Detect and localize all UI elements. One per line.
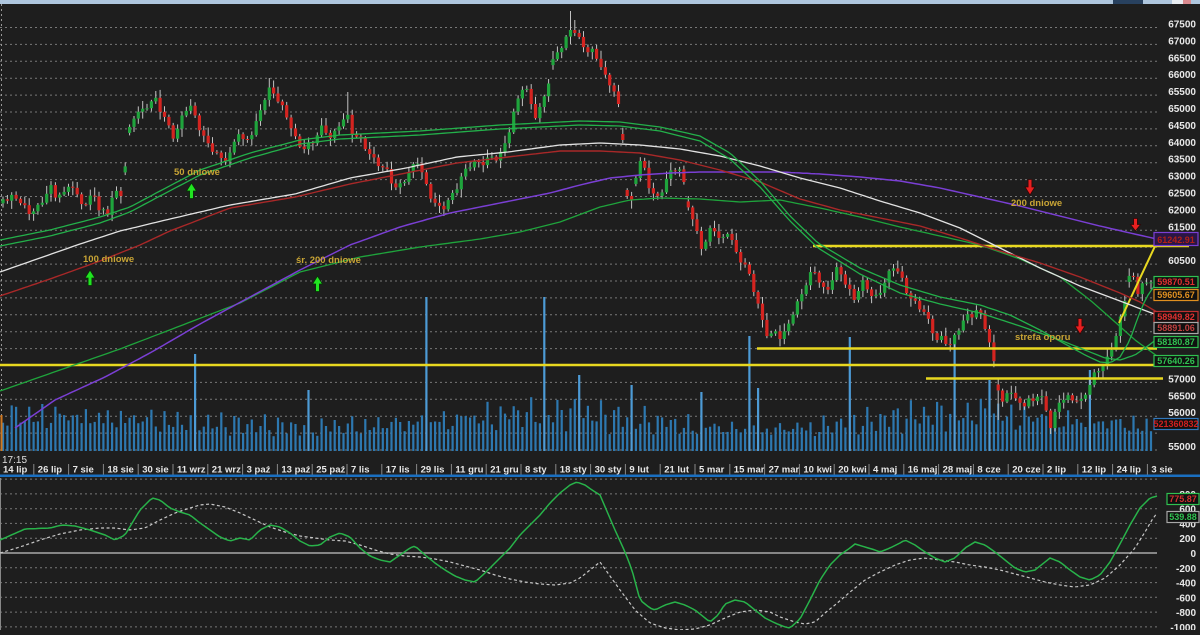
svg-text:28 maj: 28 maj — [943, 465, 973, 476]
svg-text:16 maj: 16 maj — [908, 465, 938, 476]
svg-text:64500: 64500 — [1168, 121, 1196, 132]
svg-text:18 sie: 18 sie — [107, 465, 133, 476]
svg-text:61242.91: 61242.91 — [1157, 235, 1195, 245]
svg-text:7 sie: 7 sie — [73, 465, 94, 476]
svg-text:18 sty: 18 sty — [560, 465, 588, 476]
svg-text:11 gru: 11 gru — [455, 465, 483, 476]
svg-text:20 cze: 20 cze — [1012, 465, 1041, 476]
svg-text:8 cze: 8 cze — [977, 465, 1000, 476]
svg-text:56500: 56500 — [1168, 391, 1196, 402]
svg-text:10 kwi: 10 kwi — [803, 465, 832, 476]
svg-text:0: 0 — [1190, 549, 1196, 560]
svg-text:100 dniowe: 100 dniowe — [83, 254, 134, 265]
svg-text:50 dniowe: 50 dniowe — [174, 167, 220, 178]
svg-text:25 paź: 25 paź — [316, 465, 345, 476]
svg-text:2 lip: 2 lip — [1047, 465, 1066, 476]
svg-text:11 wrz: 11 wrz — [177, 465, 206, 476]
svg-text:-400: -400 — [1176, 579, 1196, 590]
svg-text:67000: 67000 — [1168, 36, 1196, 47]
svg-text:21 lut: 21 lut — [664, 465, 690, 476]
svg-text:63500: 63500 — [1168, 155, 1196, 166]
svg-text:8 sty: 8 sty — [525, 465, 547, 476]
svg-text:58891.06: 58891.06 — [1157, 323, 1195, 333]
svg-text:13 paź: 13 paź — [281, 465, 310, 476]
svg-text:26 lip: 26 lip — [38, 465, 62, 476]
svg-text:56000: 56000 — [1168, 408, 1196, 419]
svg-text:200 dniowe: 200 dniowe — [1011, 198, 1062, 209]
svg-text:15 mar: 15 mar — [734, 465, 765, 476]
svg-text:27 mar: 27 mar — [769, 465, 800, 476]
svg-text:-600: -600 — [1176, 593, 1196, 604]
svg-text:58949.82: 58949.82 — [1157, 312, 1195, 322]
svg-text:775.87: 775.87 — [1169, 494, 1197, 504]
svg-text:-200: -200 — [1176, 564, 1196, 575]
svg-text:58180.87: 58180.87 — [1157, 337, 1195, 347]
svg-text:24 lip: 24 lip — [1117, 465, 1141, 476]
svg-text:539.88: 539.88 — [1169, 512, 1197, 522]
svg-text:20 kwi: 20 kwi — [838, 465, 867, 476]
svg-text:21 gru: 21 gru — [490, 465, 519, 476]
svg-text:12 lip: 12 lip — [1082, 465, 1106, 476]
svg-text:9 lut: 9 lut — [629, 465, 649, 476]
svg-text:65000: 65000 — [1168, 104, 1196, 115]
svg-text:67500: 67500 — [1168, 20, 1196, 31]
svg-text:62000: 62000 — [1168, 205, 1196, 216]
svg-text:59870.51: 59870.51 — [1157, 277, 1195, 287]
svg-text:55000: 55000 — [1168, 442, 1196, 453]
svg-text:7 lis: 7 lis — [351, 465, 370, 476]
svg-text:61500: 61500 — [1168, 222, 1196, 233]
svg-text:57640.26: 57640.26 — [1157, 356, 1195, 366]
svg-text:600: 600 — [1179, 505, 1196, 516]
svg-text:66500: 66500 — [1168, 53, 1196, 64]
svg-text:65500: 65500 — [1168, 87, 1196, 98]
svg-text:521360832: 521360832 — [1153, 419, 1198, 429]
svg-text:64000: 64000 — [1168, 138, 1196, 149]
svg-text:17:15: 17:15 — [2, 455, 27, 466]
svg-text:63000: 63000 — [1168, 172, 1196, 183]
svg-text:17 lis: 17 lis — [386, 465, 410, 476]
svg-text:57000: 57000 — [1168, 374, 1196, 385]
svg-text:29 lis: 29 lis — [421, 465, 445, 476]
svg-text:60500: 60500 — [1168, 256, 1196, 267]
svg-text:30 sie: 30 sie — [142, 465, 168, 476]
svg-text:200: 200 — [1179, 534, 1196, 545]
svg-text:4 maj: 4 maj — [873, 465, 897, 476]
svg-text:3 paź: 3 paź — [247, 465, 271, 476]
svg-text:59605.67: 59605.67 — [1157, 290, 1195, 300]
svg-text:400: 400 — [1179, 519, 1196, 530]
svg-text:5 mar: 5 mar — [699, 465, 725, 476]
svg-text:3 sie: 3 sie — [1151, 465, 1172, 476]
svg-text:śr. 200 dniowe: śr. 200 dniowe — [296, 255, 361, 266]
svg-text:14 lip: 14 lip — [3, 465, 27, 476]
svg-text:-800: -800 — [1176, 608, 1196, 619]
svg-text:-1000: -1000 — [1170, 623, 1196, 630]
svg-text:62500: 62500 — [1168, 189, 1196, 200]
svg-text:strefa oporu: strefa oporu — [1015, 332, 1071, 343]
svg-text:21 wrz: 21 wrz — [212, 465, 241, 476]
svg-text:30 sty: 30 sty — [595, 465, 623, 476]
svg-text:66000: 66000 — [1168, 70, 1196, 81]
